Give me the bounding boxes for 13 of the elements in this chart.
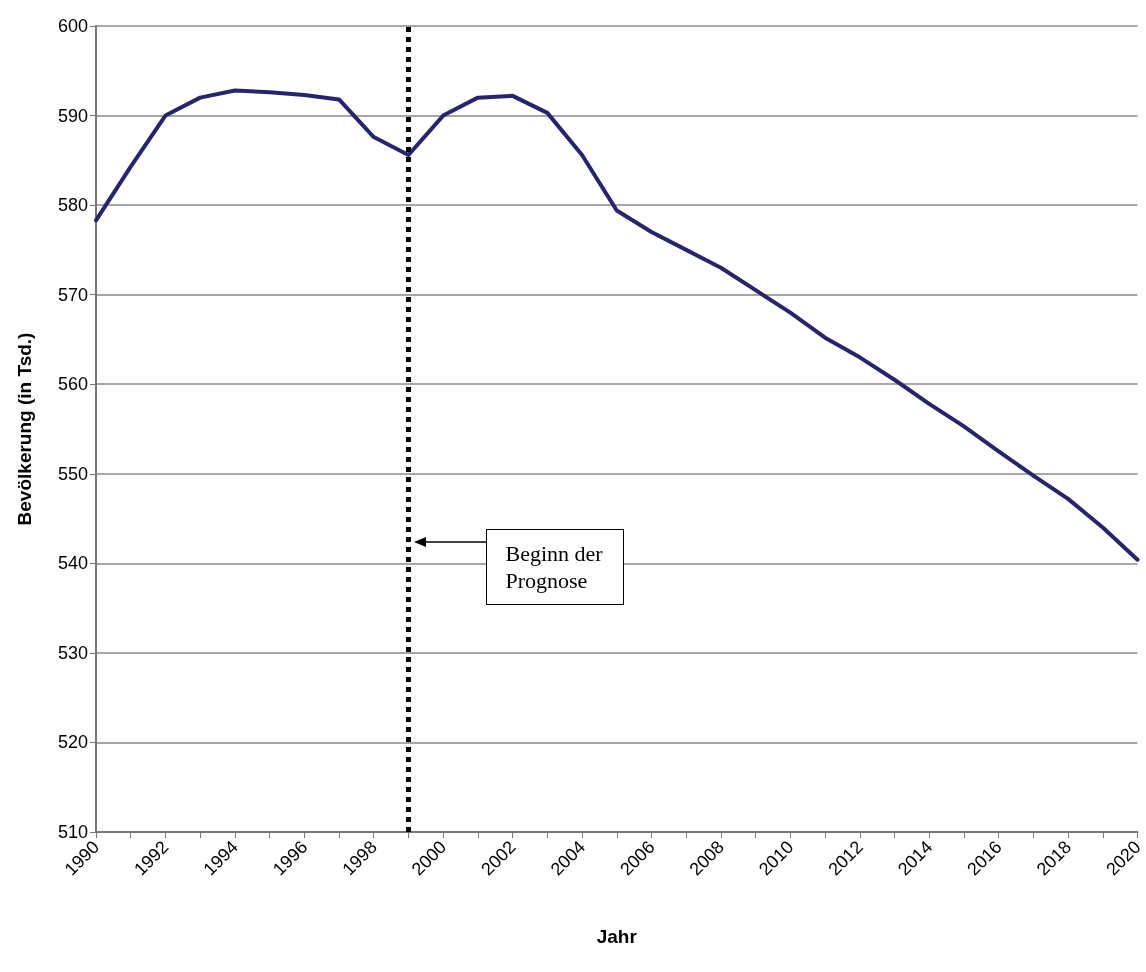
annotation: Beginn der Prognose xyxy=(486,529,624,605)
y-axis-title: Bevölkerung (in Tsd.) xyxy=(14,332,35,526)
y-tick-label: 580 xyxy=(57,195,88,216)
y-tick-label: 600 xyxy=(57,16,88,36)
y-tick-label: 560 xyxy=(57,374,88,395)
y-tick-label: 550 xyxy=(57,463,88,484)
x-axis-title: Jahr xyxy=(596,926,638,947)
y-tick-label: 570 xyxy=(57,284,88,305)
y-tick-label: 510 xyxy=(57,822,88,842)
y-tick-label: 540 xyxy=(57,553,88,574)
y-tick-label: 530 xyxy=(57,642,88,663)
y-tick-label: 590 xyxy=(57,105,88,126)
y-tick-label: 520 xyxy=(57,732,88,753)
